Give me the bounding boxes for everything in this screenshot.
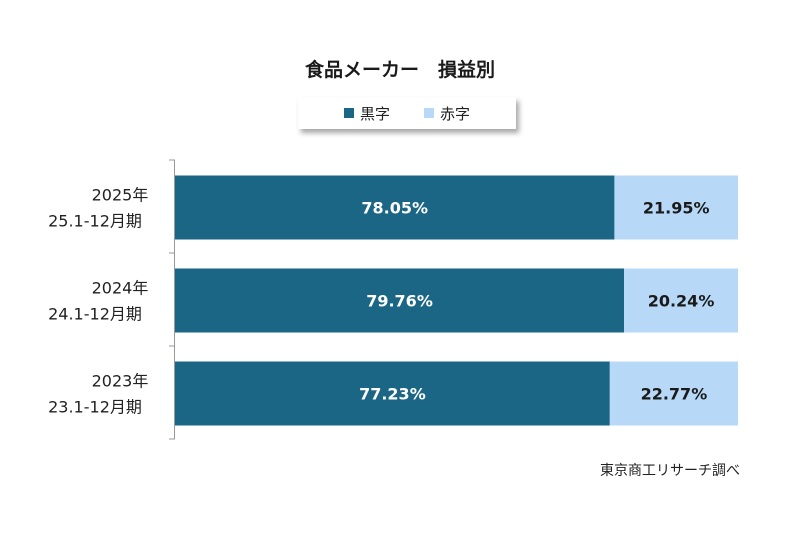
category-label: 2024年 [92, 279, 149, 298]
legend-label-loss: 赤字 [440, 104, 471, 123]
data-label-profit: 79.76% [366, 292, 433, 311]
source-note: 東京商工リサーチ調べ [600, 463, 740, 479]
chart-title: 食品メーカー 損益別 [304, 59, 495, 81]
bar-profit [175, 175, 615, 240]
bar-loss [609, 361, 738, 426]
bar-loss [614, 175, 738, 240]
data-label-loss: 21.95% [643, 199, 710, 218]
data-label-loss: 22.77% [641, 385, 708, 404]
category-label: 24.1-12月期 [48, 305, 142, 324]
legend-swatch-profit [343, 108, 354, 118]
legend-label-profit: 黒字 [359, 104, 390, 123]
category-label: 23.1-12月期 [48, 398, 142, 417]
category-label: 2023年 [92, 372, 149, 391]
data-label-profit: 77.23% [359, 385, 426, 404]
bar-profit [175, 361, 610, 426]
bar-loss [624, 268, 738, 333]
data-label-profit: 78.05% [361, 199, 428, 218]
legend-swatch-loss [424, 108, 434, 118]
bar-profit [175, 268, 625, 333]
category-label: 25.1-12月期 [48, 212, 142, 231]
legend-item-loss: 赤字 [424, 103, 470, 124]
data-label-loss: 20.24% [648, 292, 715, 311]
legend: 黒字 赤字 [298, 97, 516, 129]
legend-item-profit: 黒字 [343, 103, 390, 124]
category-label: 2025年 [92, 186, 149, 205]
